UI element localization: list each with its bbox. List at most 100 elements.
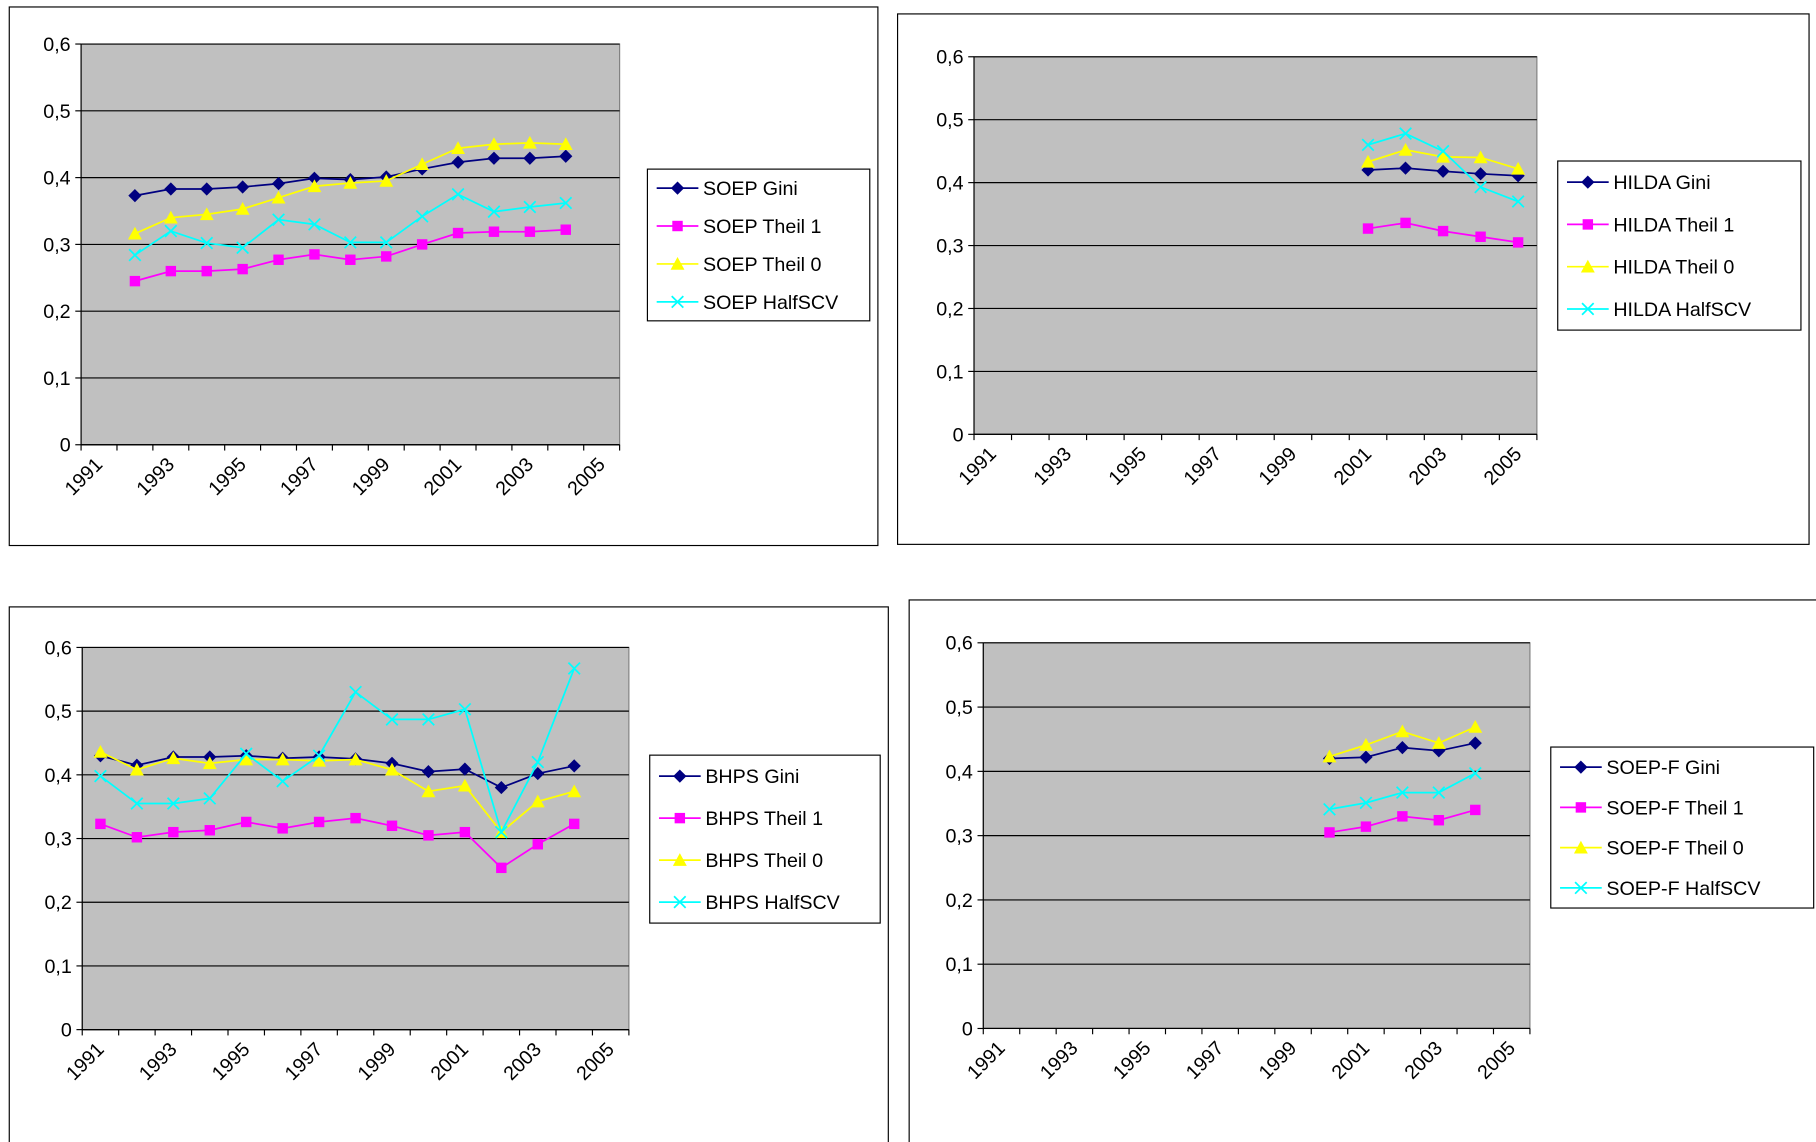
y-tick-label: 0,2	[936, 298, 963, 320]
y-tick-label: 0,4	[936, 173, 963, 195]
marker	[127, 226, 142, 240]
y-tick-label: 0,6	[43, 34, 70, 56]
y-tick-label: 0,2	[44, 892, 71, 914]
series-line	[100, 817, 575, 869]
y-tick-label: 0,6	[44, 637, 71, 659]
y-tick-label: 0	[962, 1018, 973, 1040]
marker	[128, 189, 142, 203]
marker	[531, 755, 545, 769]
marker	[386, 820, 398, 832]
marker	[458, 702, 472, 716]
legend-label: BHPS Theil 0	[705, 850, 823, 872]
y-tick-label: 0,1	[44, 956, 71, 978]
marker	[1433, 815, 1445, 826]
marker	[1395, 724, 1410, 738]
marker	[236, 241, 250, 255]
marker	[200, 236, 214, 250]
marker	[1473, 167, 1488, 181]
marker	[1358, 738, 1373, 751]
marker	[165, 265, 177, 277]
marker	[1431, 736, 1446, 749]
y-tick-label: 0,4	[945, 761, 972, 783]
marker	[1324, 827, 1335, 838]
marker	[239, 747, 253, 761]
y-tick-label: 0,5	[936, 110, 963, 132]
legend: SOEP-F Gini SOEP-F Theil 1 SOEP-F Theil 0 S…	[1550, 746, 1815, 909]
marker	[93, 744, 108, 758]
y-tick-label: 0,5	[945, 697, 972, 719]
marker	[379, 235, 393, 249]
marker	[1361, 154, 1375, 168]
marker	[1436, 144, 1450, 158]
marker	[1395, 740, 1409, 755]
y-tick-label: 0	[953, 424, 964, 446]
marker	[421, 784, 436, 798]
marker	[1436, 149, 1451, 163]
marker	[1322, 749, 1337, 763]
marker	[567, 759, 581, 773]
marker	[1468, 720, 1483, 733]
marker	[422, 713, 435, 726]
marker	[558, 137, 573, 151]
y-tick-label: 0,1	[43, 368, 70, 390]
y-tick-label: 0,3	[44, 828, 71, 850]
marker	[487, 151, 501, 165]
marker	[1511, 161, 1526, 175]
marker	[523, 200, 537, 214]
marker	[349, 685, 362, 699]
marker	[308, 217, 321, 231]
marker	[457, 778, 472, 792]
y-tick-label: 0,3	[43, 234, 70, 256]
marker	[451, 141, 466, 155]
marker	[379, 174, 394, 187]
marker	[237, 263, 248, 275]
legend-label: SOEP-F HalfSCV	[1606, 878, 1761, 900]
marker	[531, 766, 545, 781]
marker	[273, 254, 284, 265]
legend-label: SOEP Gini	[703, 178, 798, 200]
marker	[272, 213, 285, 227]
marker	[1575, 802, 1587, 813]
marker	[129, 275, 141, 287]
marker	[559, 196, 573, 210]
marker	[95, 818, 106, 830]
y-tick-label: 0,2	[945, 890, 972, 912]
marker	[530, 794, 545, 808]
marker	[1361, 138, 1375, 152]
marker	[1473, 150, 1488, 164]
marker	[1399, 127, 1412, 140]
marker	[1574, 760, 1588, 774]
marker	[524, 226, 536, 237]
marker	[416, 239, 428, 250]
marker	[523, 151, 537, 165]
y-tick-label: 0	[61, 1020, 72, 1042]
y-tick-label: 0	[60, 435, 71, 457]
marker	[567, 784, 582, 798]
marker	[415, 209, 429, 223]
marker	[494, 780, 508, 795]
marker	[1436, 164, 1450, 178]
legend: SOEP Gini SOEP Theil 1 SOEP Theil 0 SOEP Ha…	[646, 168, 871, 322]
marker	[164, 182, 178, 196]
marker	[1437, 225, 1449, 237]
marker	[200, 182, 214, 196]
marker	[522, 135, 537, 149]
marker	[1432, 786, 1446, 799]
legend-label: HILDA Theil 0	[1613, 257, 1734, 279]
marker	[276, 774, 290, 788]
legend-box	[1550, 746, 1815, 909]
legend-label: HILDA HalfSCV	[1613, 299, 1752, 321]
marker	[1397, 811, 1408, 822]
marker	[271, 177, 286, 191]
marker	[275, 752, 290, 766]
marker	[381, 251, 392, 262]
marker	[312, 749, 326, 763]
marker	[1360, 821, 1372, 832]
marker	[350, 812, 361, 824]
legend-box	[1557, 160, 1802, 331]
marker	[1359, 750, 1373, 764]
marker	[569, 818, 580, 830]
